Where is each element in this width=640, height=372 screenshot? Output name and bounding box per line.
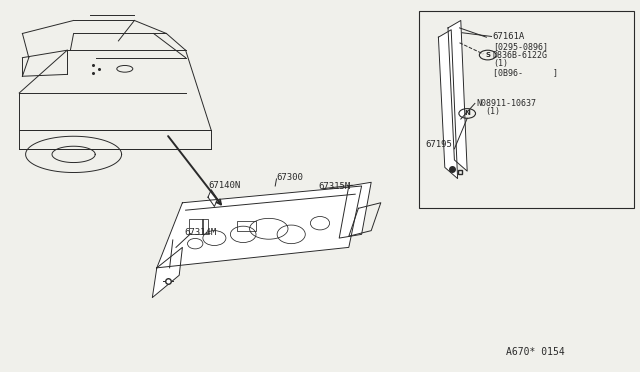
Text: 67140N: 67140N	[208, 181, 240, 190]
Bar	[189, 219, 203, 234]
Polygon shape	[339, 182, 371, 238]
Text: [0B96-      ]: [0B96- ]	[493, 68, 558, 77]
Text: 67315M: 67315M	[318, 182, 350, 191]
Text: D836B-6122G: D836B-6122G	[493, 51, 548, 60]
Text: 67300: 67300	[276, 173, 303, 182]
Bar	[419, 11, 634, 208]
Text: (1): (1)	[493, 60, 508, 68]
Text: S: S	[485, 52, 490, 58]
Polygon shape	[157, 186, 362, 268]
Text: N08911-10637: N08911-10637	[477, 99, 537, 108]
Text: 67161A: 67161A	[493, 32, 525, 41]
Bar	[202, 219, 208, 234]
Text: 67314M: 67314M	[184, 228, 216, 237]
Bar	[237, 221, 256, 231]
Polygon shape	[438, 30, 458, 179]
Polygon shape	[448, 20, 467, 171]
Text: [0295-0896]: [0295-0896]	[493, 42, 548, 51]
Text: N: N	[464, 110, 470, 116]
Polygon shape	[152, 247, 182, 298]
Text: 67195: 67195	[426, 140, 452, 149]
Text: (1): (1)	[485, 107, 500, 116]
Polygon shape	[208, 190, 218, 206]
Text: A670* 0154: A670* 0154	[506, 347, 564, 356]
